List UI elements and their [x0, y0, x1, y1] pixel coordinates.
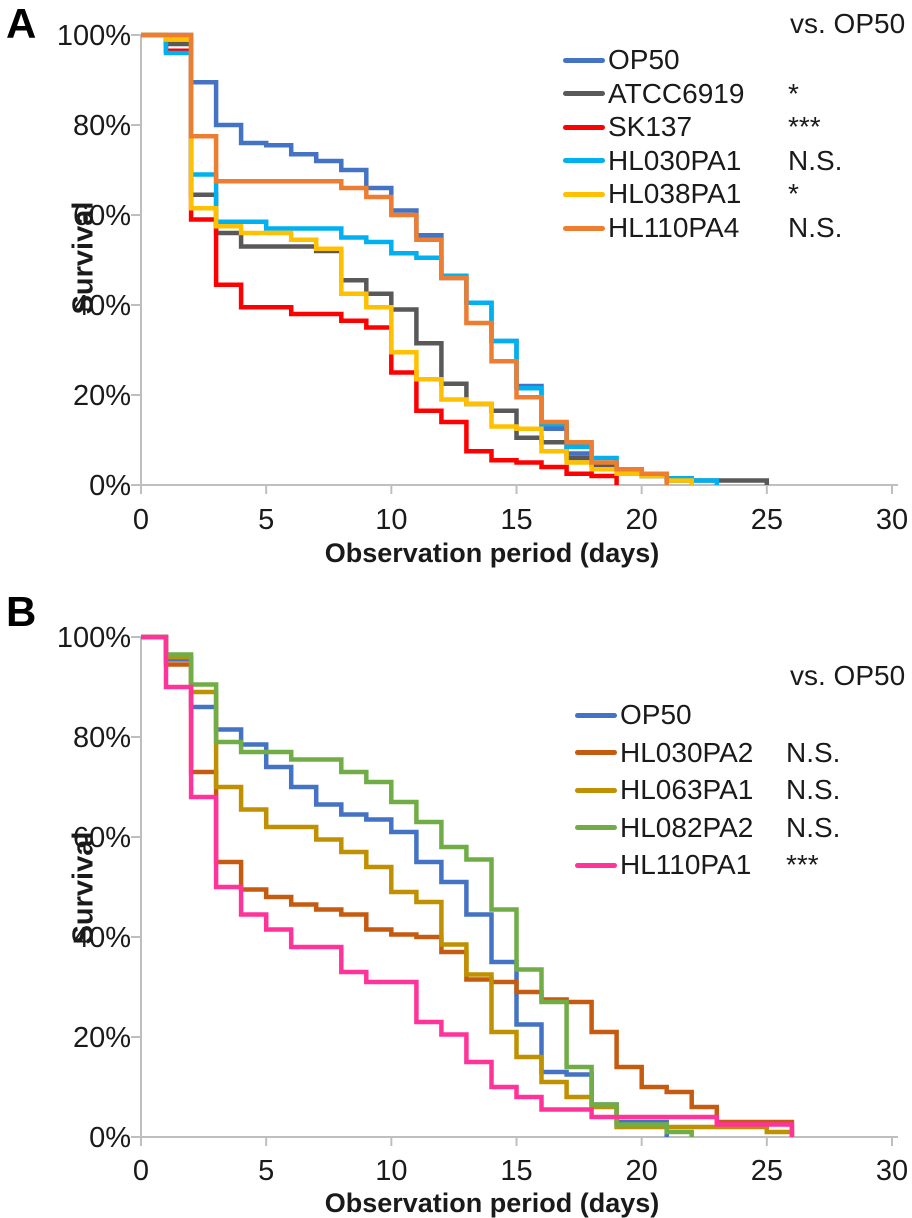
legend-line-swatch	[575, 862, 617, 868]
y-tick-label: 40%	[73, 922, 131, 954]
y-tick-label: 80%	[73, 722, 131, 754]
legend-entry-op50: OP50	[563, 44, 680, 75]
legend-label: HL063PA1	[620, 774, 754, 805]
y-tick-label: 40%	[73, 290, 131, 322]
y-tick-label: 60%	[73, 822, 131, 854]
legend-line-swatch	[563, 57, 605, 63]
x-tick-label: 15	[500, 1155, 532, 1187]
series-line-hl110pa1	[141, 634, 795, 1137]
legend-line-swatch	[563, 191, 605, 197]
legend-label: OP50	[608, 44, 680, 75]
y-tick-label: 20%	[73, 1022, 131, 1054]
significance-marker: N.S.	[786, 774, 841, 805]
panel-b-legend-note: vs. OP50	[790, 660, 906, 691]
legend-label: HL030PA1	[608, 144, 742, 176]
x-tick-label: 5	[258, 1155, 274, 1187]
legend-label: ATCC6919	[608, 77, 745, 109]
legend-label: HL110PA4	[608, 212, 740, 243]
x-tick-label: 25	[751, 1155, 783, 1187]
legend-line-swatch	[563, 91, 605, 97]
significance-marker: N.S.	[788, 212, 843, 243]
series-line-hl082pa2	[141, 634, 694, 1137]
y-tick-label: 100%	[57, 622, 131, 654]
legend-label: HL030PA2	[620, 736, 754, 768]
legend-entry-hl030pa1: HL030PA1 N.S.	[563, 144, 842, 176]
y-tick-label: 0%	[89, 470, 131, 502]
x-tick-label: 25	[751, 504, 783, 536]
significance-marker: *	[788, 178, 799, 210]
legend-line-swatch	[575, 825, 617, 830]
series-line-sk137	[141, 32, 619, 485]
x-tick-label: 30	[876, 1155, 908, 1187]
legend-label: SK137	[608, 111, 693, 143]
y-tick-label: 80%	[73, 110, 131, 142]
significance-marker: ***	[786, 849, 819, 880]
legend-entry-op50: OP50	[575, 699, 692, 730]
x-tick-label: 10	[375, 504, 407, 536]
y-tick-label: 60%	[73, 200, 131, 232]
panel-b-x-axis-title: Observation period (days)	[324, 1188, 660, 1218]
legend-line-swatch	[563, 124, 605, 130]
legend-line-swatch	[575, 750, 617, 755]
legend-entry-sk137: SK137 ***	[563, 111, 821, 143]
x-tick-label: 20	[626, 504, 658, 536]
significance-marker: ***	[788, 111, 821, 143]
y-tick-label: 100%	[57, 20, 131, 52]
x-tick-label: 0	[133, 1155, 149, 1187]
legend-label: HL082PA2	[620, 811, 754, 843]
legend-line-swatch	[563, 225, 605, 231]
x-tick-label: 5	[258, 504, 274, 536]
legend-entry-hl082pa2: HL082PA2 N.S.	[575, 811, 840, 843]
panel-a-y-axis-title: Survival	[67, 201, 100, 315]
significance-marker: N.S.	[786, 736, 841, 768]
x-tick-label: 15	[500, 504, 532, 536]
panel-a-legend-note: vs. OP50	[790, 8, 906, 39]
significance-marker: *	[788, 77, 799, 109]
series-line-hl110pa4	[141, 32, 669, 485]
series-line-hl038pa1	[141, 32, 694, 485]
panel-b-y-axis-title: Survival	[67, 831, 100, 945]
legend-label: HL038PA1	[608, 178, 742, 210]
legend-label: OP50	[620, 699, 692, 730]
series-line-op50	[141, 634, 669, 1137]
legend-line-swatch	[563, 158, 605, 164]
panel-b-letter: B	[6, 588, 37, 635]
legend-line-swatch	[575, 787, 617, 793]
legend-entry-atcc6919: ATCC6919 *	[563, 77, 799, 109]
legend-entry-hl110pa4: HL110PA4 N.S.	[563, 212, 842, 243]
legend-entry-hl063pa1: HL063PA1 N.S.	[575, 774, 840, 805]
x-tick-label: 20	[626, 1155, 658, 1187]
y-tick-label: 20%	[73, 380, 131, 412]
legend-entry-hl038pa1: HL038PA1 *	[563, 178, 799, 210]
x-tick-label: 0	[133, 504, 149, 536]
y-tick-label: 0%	[89, 1122, 131, 1154]
x-tick-label: 10	[375, 1155, 407, 1187]
significance-marker: N.S.	[788, 144, 843, 176]
significance-marker: N.S.	[786, 811, 841, 843]
x-tick-label: 30	[876, 504, 908, 536]
legend-line-swatch	[575, 712, 617, 718]
legend-entry-hl110pa1: HL110PA1 ***	[575, 849, 819, 880]
legend-entry-hl030pa2: HL030PA2 N.S.	[575, 736, 840, 768]
legend-label: HL110PA1	[620, 849, 752, 880]
panel-a-letter: A	[6, 0, 37, 47]
panel-a-x-axis-title: Observation period (days)	[324, 538, 660, 568]
